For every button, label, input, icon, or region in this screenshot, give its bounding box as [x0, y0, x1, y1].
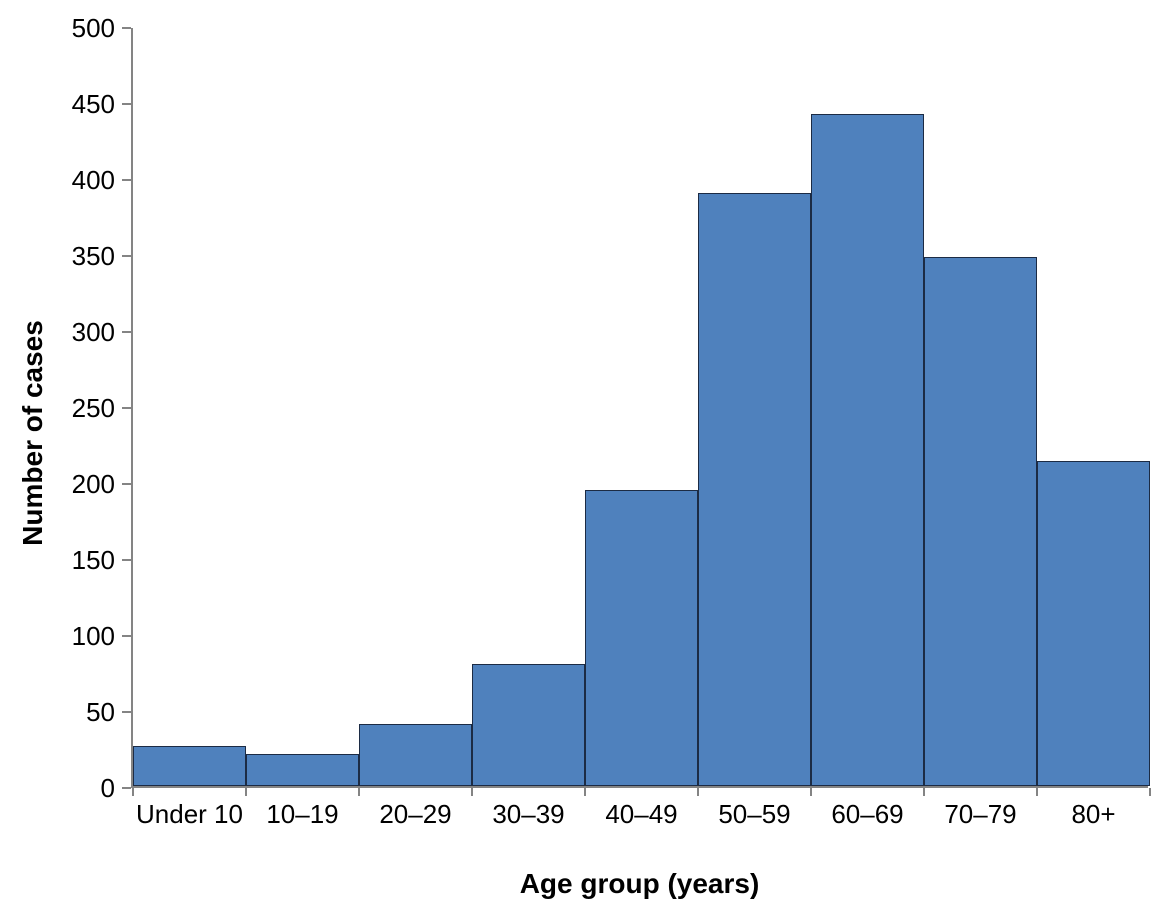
bar-70–79: [924, 257, 1037, 786]
bar-10–19: [246, 754, 359, 786]
y-tick-mark: [122, 27, 131, 29]
bar-60–69: [811, 114, 924, 786]
x-tick-mark: [132, 788, 134, 796]
x-tick-mark: [1149, 788, 1151, 796]
x-tick-mark: [923, 788, 925, 796]
y-tick-mark: [122, 711, 131, 713]
bar-30–39: [472, 664, 585, 786]
y-tick-mark: [122, 483, 131, 485]
y-tick-mark: [122, 407, 131, 409]
x-tick-mark: [358, 788, 360, 796]
x-tick-mark: [584, 788, 586, 796]
y-tick-label: 150: [71, 545, 115, 575]
y-tick-mark: [122, 559, 131, 561]
y-tick-mark: [122, 255, 131, 257]
y-tick-label: 50: [86, 697, 115, 727]
y-tick-mark: [122, 635, 131, 637]
x-category-label: 20–29: [379, 799, 452, 829]
y-tick-label: 200: [71, 469, 115, 499]
y-tick-mark: [122, 103, 131, 105]
x-category-label: 10–19: [266, 799, 339, 829]
bar-80+: [1037, 460, 1150, 786]
x-category-label: 30–39: [492, 799, 565, 829]
y-tick-label: 100: [71, 621, 115, 651]
x-tick-mark: [810, 788, 812, 796]
x-category-label: Under 10: [136, 799, 243, 829]
x-tick-mark: [697, 788, 699, 796]
y-tick-label: 0: [100, 773, 115, 803]
x-category-label: 70–79: [944, 799, 1017, 829]
x-category-label: 80+: [1071, 799, 1116, 829]
x-tick-mark: [471, 788, 473, 796]
y-tick-label: 250: [71, 393, 115, 423]
x-category-label: 50–59: [718, 799, 791, 829]
x-tick-mark: [245, 788, 247, 796]
bar-50–59: [698, 193, 811, 786]
x-tick-mark: [1036, 788, 1038, 796]
y-tick-label: 450: [71, 89, 115, 119]
bar-Under 10: [133, 746, 246, 786]
x-axis-title: Age group (years): [519, 868, 760, 899]
y-axis-title: Number of cases: [17, 320, 48, 546]
y-tick-label: 400: [71, 165, 115, 195]
y-tick-label: 300: [71, 317, 115, 347]
x-category-label: 40–49: [605, 799, 678, 829]
y-tick-label: 500: [71, 13, 115, 43]
y-tick-mark: [122, 331, 131, 333]
bar-40–49: [585, 489, 698, 786]
y-tick-mark: [122, 787, 131, 789]
bar-20–29: [359, 723, 472, 786]
y-tick-mark: [122, 179, 131, 181]
plot-area: 0 50 100 150 200 250 300 350 400 450 500 Under 10 10…: [72, 15, 1151, 828]
y-tick-label: 350: [71, 241, 115, 271]
x-category-label: 60–69: [831, 799, 904, 829]
